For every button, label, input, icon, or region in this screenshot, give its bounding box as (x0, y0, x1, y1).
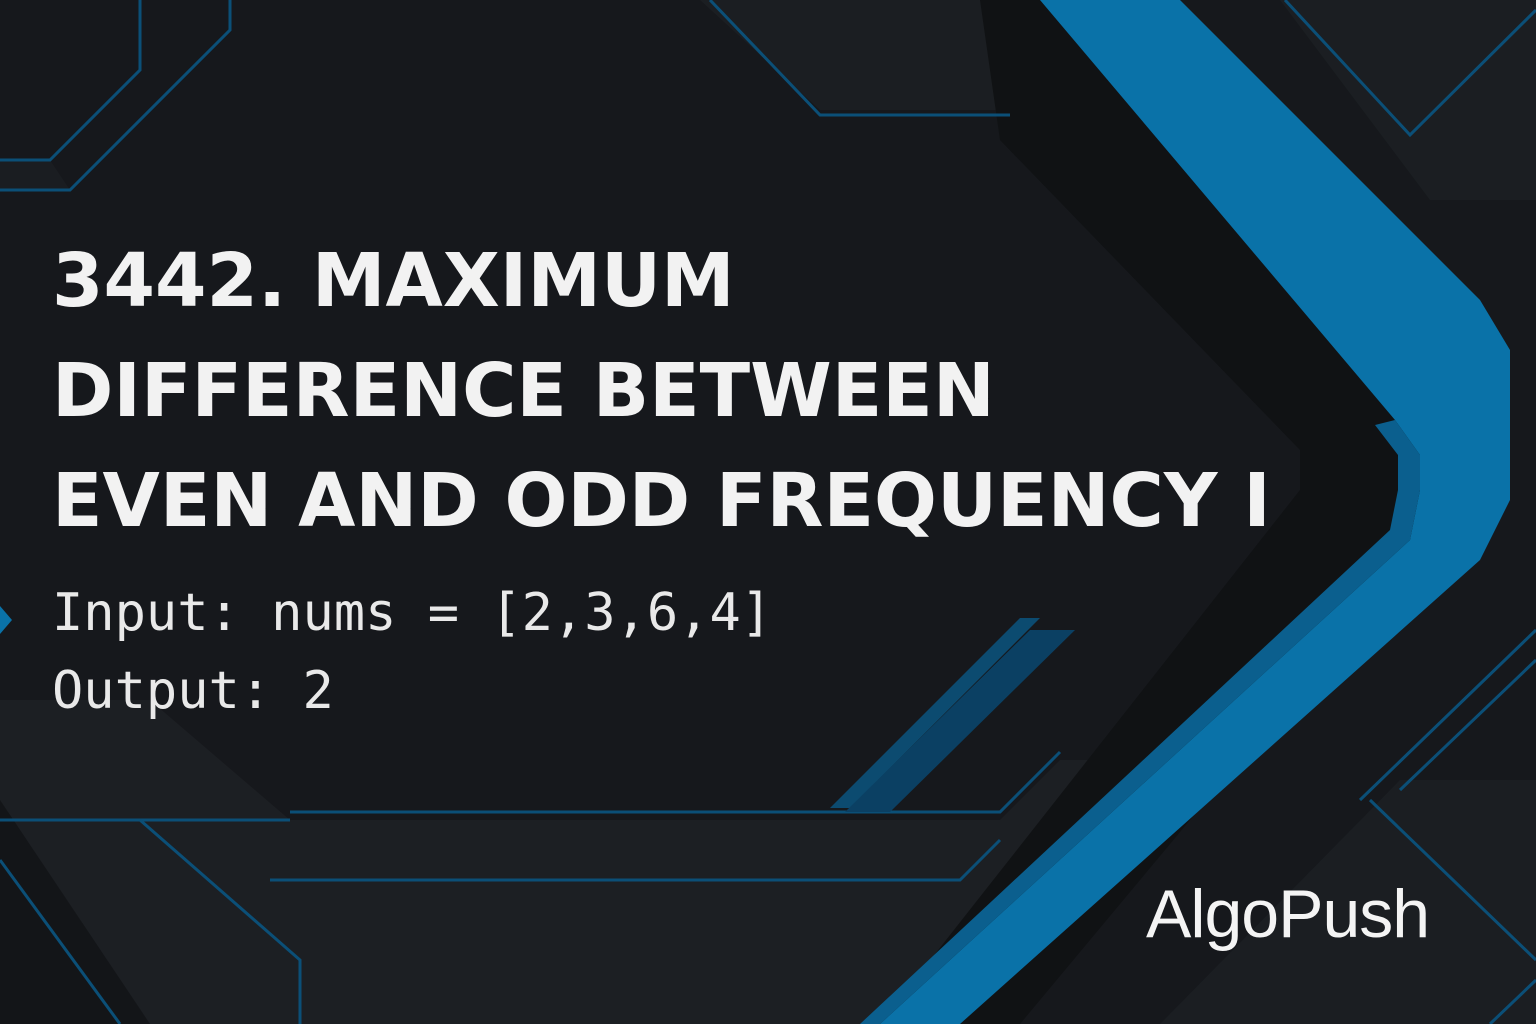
output-value: 2 (302, 661, 334, 721)
output-label: Output: (52, 661, 272, 721)
problem-title: 3442. MAXIMUM DIFFERENCE BETWEEN EVEN AN… (52, 226, 1292, 556)
input-row: Input: nums = [2,3,6,4] (52, 574, 772, 652)
title-line-1: 3442. MAXIMUM (52, 238, 735, 324)
input-label: Input: (52, 583, 240, 643)
output-row: Output: 2 (52, 652, 772, 730)
example-block: Input: nums = [2,3,6,4] Output: 2 (52, 574, 772, 730)
brand-logo-text: AlgoPush (1146, 876, 1430, 952)
title-line-3: EVEN AND ODD FREQUENCY I (52, 458, 1271, 544)
input-value: nums = [2,3,6,4] (271, 583, 773, 643)
title-line-2: DIFFERENCE BETWEEN (52, 348, 995, 434)
